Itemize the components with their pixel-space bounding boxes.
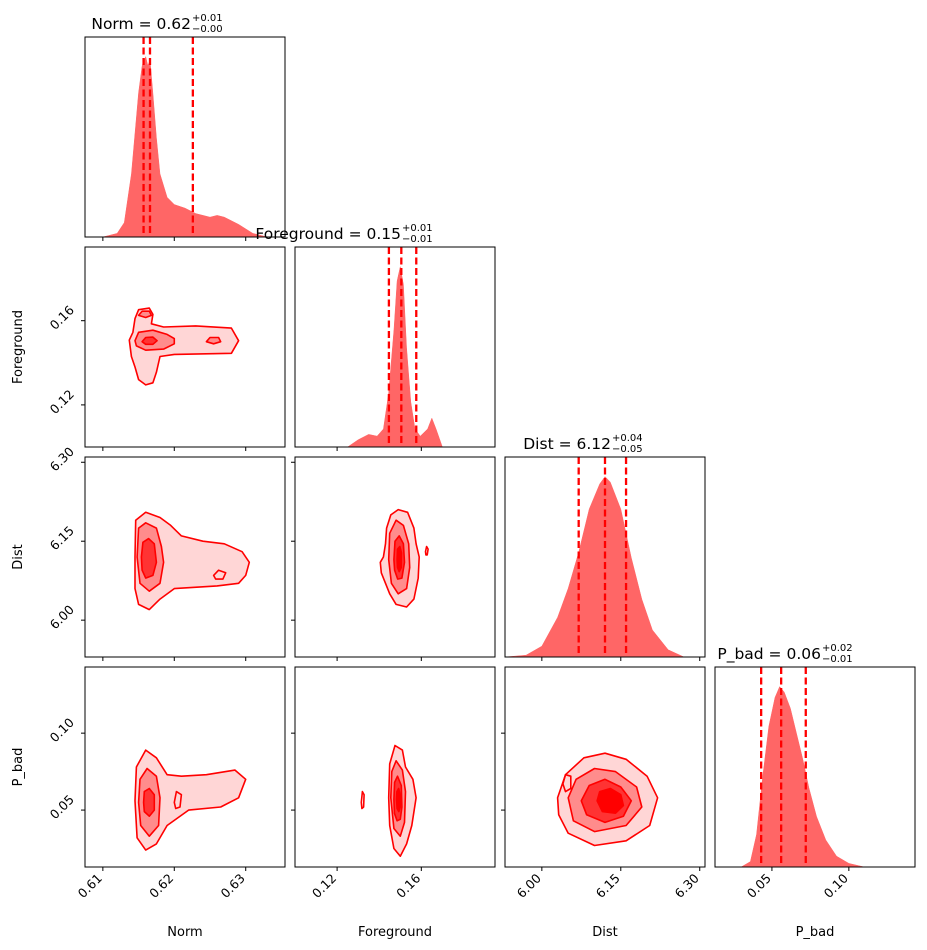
x-tick-label-Norm-1: 0.62 (146, 871, 176, 901)
panel-Foreground-Norm (81, 246, 286, 451)
panel-frame-Dist-Foreground (294, 456, 496, 658)
panel-frame-P_bad-Dist (504, 666, 706, 868)
y-tick-label-Dist-0: 6.00 (47, 602, 77, 632)
x-tick-label-Dist-2: 6.30 (672, 870, 702, 900)
contour-Foreground-Dist-4 (424, 545, 429, 556)
panel-Foreground-Foreground (294, 246, 496, 451)
title-minus-P_bad: −0.01 (822, 654, 853, 665)
x-tick-label-Dist-1: 6.15 (593, 871, 623, 901)
contour-Norm-P_bad-0 (134, 749, 247, 851)
y-tick-label-P_bad-0: 0.05 (47, 792, 77, 822)
x-axis-label-P_bad: P_bad (796, 925, 835, 940)
x-tick-label-Foreground-0: 0.12 (309, 871, 339, 901)
panel-frame-Foreground-Norm (84, 246, 286, 448)
y-tick-label-Foreground-0: 0.12 (47, 387, 77, 417)
contour-Foreground-Dist-3 (396, 545, 403, 573)
contour-Norm-Foreground-0 (128, 307, 240, 386)
panel-Dist-Dist (504, 456, 706, 661)
y-axis-label-Dist: Dist (11, 544, 26, 570)
panel-Norm-Norm (84, 36, 286, 241)
contour-Norm-P_bad-3 (173, 790, 183, 810)
x-tick-label-P_bad-0: 0.05 (744, 871, 774, 901)
title-plus-Norm: +0.01 (192, 13, 223, 24)
y-tick-label-Foreground-1: 0.16 (47, 302, 77, 332)
x-axis-label-Norm: Norm (167, 925, 202, 940)
contour-Norm-Dist-2 (140, 537, 158, 579)
panel-frame-Dist-Dist (504, 456, 706, 658)
x-tick-label-P_bad-1: 0.10 (821, 870, 851, 900)
contour-Norm-Foreground-2 (137, 310, 153, 319)
x-tick-label-Foreground-1: 0.16 (393, 870, 423, 900)
x-tick-label-Norm-2: 0.63 (218, 871, 248, 901)
contour-Foreground-P_bad-3 (395, 787, 402, 813)
panel-frame-Norm-Norm (84, 36, 286, 238)
contour-Norm-P_bad-2 (142, 787, 156, 818)
panel-frame-P_bad-Norm (84, 666, 286, 868)
panel-P_bad-Norm (81, 666, 286, 871)
y-axis-label-Foreground: Foreground (11, 310, 26, 384)
contour-Norm-Dist-0 (134, 511, 251, 611)
y-axis-label-P_bad: P_bad (11, 748, 26, 787)
y-tick-label-Dist-2: 6.30 (47, 444, 77, 474)
panel-frame-Dist-Norm (84, 456, 286, 658)
panel-Dist-Norm (81, 456, 286, 661)
histogram-Norm (85, 55, 285, 238)
histogram-P_bad (715, 686, 915, 868)
panel-P_bad-Foreground (291, 666, 496, 871)
contour-Norm-Dist-3 (212, 569, 227, 580)
title-plus-Foreground: +0.01 (402, 223, 433, 234)
x-axis-label-Foreground: Foreground (358, 925, 432, 940)
title-minus-Foreground: −0.01 (402, 234, 433, 245)
contour-Foreground-P_bad-4 (360, 790, 365, 810)
x-tick-label-Norm-0: 0.61 (75, 871, 105, 901)
title-Dist: Dist = 6.12 (523, 435, 611, 453)
title-plus-Dist: +0.04 (612, 433, 643, 444)
panel-frame-P_bad-P_bad (714, 666, 916, 868)
title-plus-P_bad: +0.02 (822, 643, 853, 654)
contour-Norm-Foreground-3 (205, 336, 222, 345)
histogram-Foreground (295, 266, 495, 448)
panel-P_bad-P_bad (714, 666, 916, 871)
title-Foreground: Foreground = 0.15 (255, 225, 401, 243)
contour-Norm-Foreground-4 (141, 336, 158, 346)
title-minus-Dist: −0.05 (612, 444, 643, 455)
x-axis-label-Dist: Dist (592, 925, 618, 940)
title-minus-Norm: −0.00 (192, 24, 223, 35)
title-P_bad: P_bad = 0.06 (717, 645, 821, 664)
contour-Dist-P_bad-4 (562, 773, 572, 793)
panel-frame-Foreground-Foreground (294, 246, 496, 448)
y-tick-label-Dist-1: 6.15 (47, 523, 77, 553)
panel-Dist-Foreground (291, 456, 496, 661)
panel-P_bad-Dist (501, 666, 706, 871)
y-tick-label-P_bad-1: 0.10 (47, 715, 77, 745)
panel-frame-P_bad-Foreground (294, 666, 496, 868)
title-Norm: Norm = 0.62 (91, 15, 191, 33)
x-tick-label-Dist-0: 6.00 (514, 870, 544, 900)
contour-Dist-P_bad-3 (596, 787, 625, 815)
